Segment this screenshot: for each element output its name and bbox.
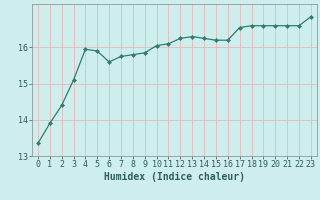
X-axis label: Humidex (Indice chaleur): Humidex (Indice chaleur) (104, 172, 245, 182)
